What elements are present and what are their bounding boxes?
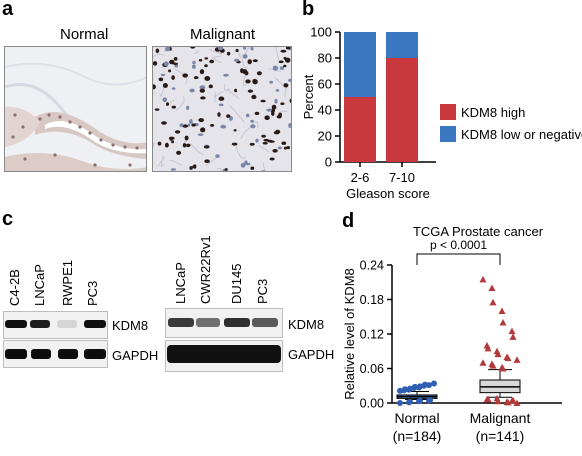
d-y-tick-label: 0.24 [360, 259, 384, 273]
blot1-gapdh-band [5, 349, 27, 359]
d-point-malignant [513, 356, 521, 363]
d-significance-bracket [416, 253, 501, 265]
blot2-gapdh-band [167, 345, 281, 363]
blot1-kdm8-label: KDM8 [112, 318, 148, 333]
d-x-tick-label: Malignant [470, 410, 531, 426]
blot2-lane-label: CWR22Rv1 [198, 235, 213, 304]
blot2-gapdh-label: GAPDH [288, 347, 334, 362]
d-point-normal [407, 385, 413, 392]
b-y-tick-label: 20 [318, 129, 332, 144]
blot1-gapdh-band [31, 349, 51, 359]
d-y-tick-label: 0.12 [360, 328, 384, 342]
d-point-malignant [504, 354, 512, 362]
d-category-count: (n=141) [476, 428, 525, 444]
blot1-lane-label: RWPE1 [60, 260, 75, 306]
d-point-malignant [488, 284, 496, 291]
d-point-malignant [499, 319, 507, 326]
d-p-value: p < 0.0001 [430, 238, 487, 252]
blot1-kdm8-band [84, 320, 106, 328]
d-y-tick-label: 0.06 [360, 362, 384, 376]
b-legend-label: KDM8 high [461, 105, 525, 120]
blot1-lane-label: LNCaP [32, 264, 47, 306]
normal-tissue-image [4, 46, 147, 172]
blot2-kdm8-band [168, 318, 194, 327]
panel-a-malignant-title: Malignant [190, 26, 256, 43]
b-y-tick-label: 40 [318, 103, 332, 118]
panel-a-letter: a [2, 0, 14, 20]
d-point-normal [417, 397, 423, 404]
b-x-axis-label: Gleason score [346, 186, 430, 200]
b-y-tick-label: 100 [310, 25, 332, 40]
blot2-lane-label: DU145 [229, 264, 244, 304]
tcga-kdm8-boxplot: TCGA Prostate cancer 0.00 0.06 0.12 0.18 0.24… [342, 225, 562, 444]
d-point-normal [407, 398, 413, 405]
b-y-tick-label: 60 [318, 77, 332, 92]
d-point-normal [427, 397, 433, 404]
malignant-tissue-image [152, 46, 292, 172]
d-point-malignant [484, 395, 492, 402]
western-blots: C4-2B LNCaP RWPE1 PC3 KDM8 GAPDH LNCaP CWR22Rv1… [5, 235, 334, 363]
b-legend-label: KDM8 low or negative [461, 127, 582, 142]
blot1-gapdh-band [84, 349, 106, 359]
blot2-kdm8-band [196, 318, 220, 327]
b-y-tick-label: 0 [325, 155, 332, 170]
blot1-gapdh-label: GAPDH [112, 348, 158, 363]
d-point-malignant [508, 327, 516, 335]
blot1-kdm8-band [57, 320, 77, 328]
b-y-axis-label: Percent [301, 74, 316, 119]
d-point-normal [426, 382, 432, 389]
blot2-kdm8-label: KDM8 [288, 317, 324, 332]
panel-c-letter: c [2, 208, 14, 230]
d-point-malignant [513, 399, 521, 406]
d-x-tick-label: Normal [394, 410, 439, 426]
b-legend-swatch [440, 126, 456, 142]
panel-a-normal-title: Normal [60, 26, 109, 43]
d-point-malignant [499, 365, 507, 372]
b-x-tick-label: 7-10 [389, 170, 415, 185]
d-y-axis-label: Relative level of KDM8 [342, 268, 357, 400]
d-point-malignant [484, 344, 492, 352]
blot2-kdm8-band [224, 318, 250, 327]
d-point-malignant [479, 275, 487, 283]
b-bar-2-6-high [344, 97, 376, 162]
blot2-kdm8-band [252, 318, 278, 327]
d-point-malignant [498, 307, 506, 314]
d-point-malignant [494, 397, 502, 405]
b-legend-swatch [440, 104, 456, 120]
blot1-kdm8-band [5, 320, 27, 328]
panel-d-letter: d [342, 210, 355, 232]
blot1-lane-label: C4-2B [7, 269, 22, 306]
d-point-normal [397, 400, 403, 406]
b-bar-7-10-high [386, 58, 418, 162]
d-point-malignant [504, 398, 512, 406]
d-point-malignant [479, 359, 487, 366]
d-point-normal [397, 387, 403, 394]
b-bar-2-6-low [344, 32, 376, 97]
d-y-tick-label: 0.18 [360, 293, 384, 307]
d-point-normal [417, 383, 423, 390]
b-bar-7-10-low [386, 32, 418, 58]
blot2-lane-label: LNCaP [173, 262, 188, 304]
blot2-lane-label: PC3 [255, 279, 270, 304]
b-x-tick-label: 2-6 [351, 170, 370, 185]
d-y-tick-label: 0.00 [360, 397, 384, 411]
d-point-malignant [489, 298, 497, 306]
b-y-tick-label: 80 [318, 51, 332, 66]
d-category-count: (n=184) [393, 428, 442, 444]
d-point-malignant [489, 362, 497, 369]
blot1-lane-label: PC3 [85, 281, 100, 306]
d-point-malignant [494, 350, 502, 358]
d-point-malignant [509, 396, 517, 404]
d-title: TCGA Prostate cancer [413, 225, 544, 239]
blot1-kdm8-band [30, 320, 50, 328]
d-point-malignant [509, 333, 517, 340]
blot1-gapdh-band [58, 349, 78, 359]
d-point-normal [431, 380, 437, 387]
panel-b-letter: b [302, 0, 315, 20]
